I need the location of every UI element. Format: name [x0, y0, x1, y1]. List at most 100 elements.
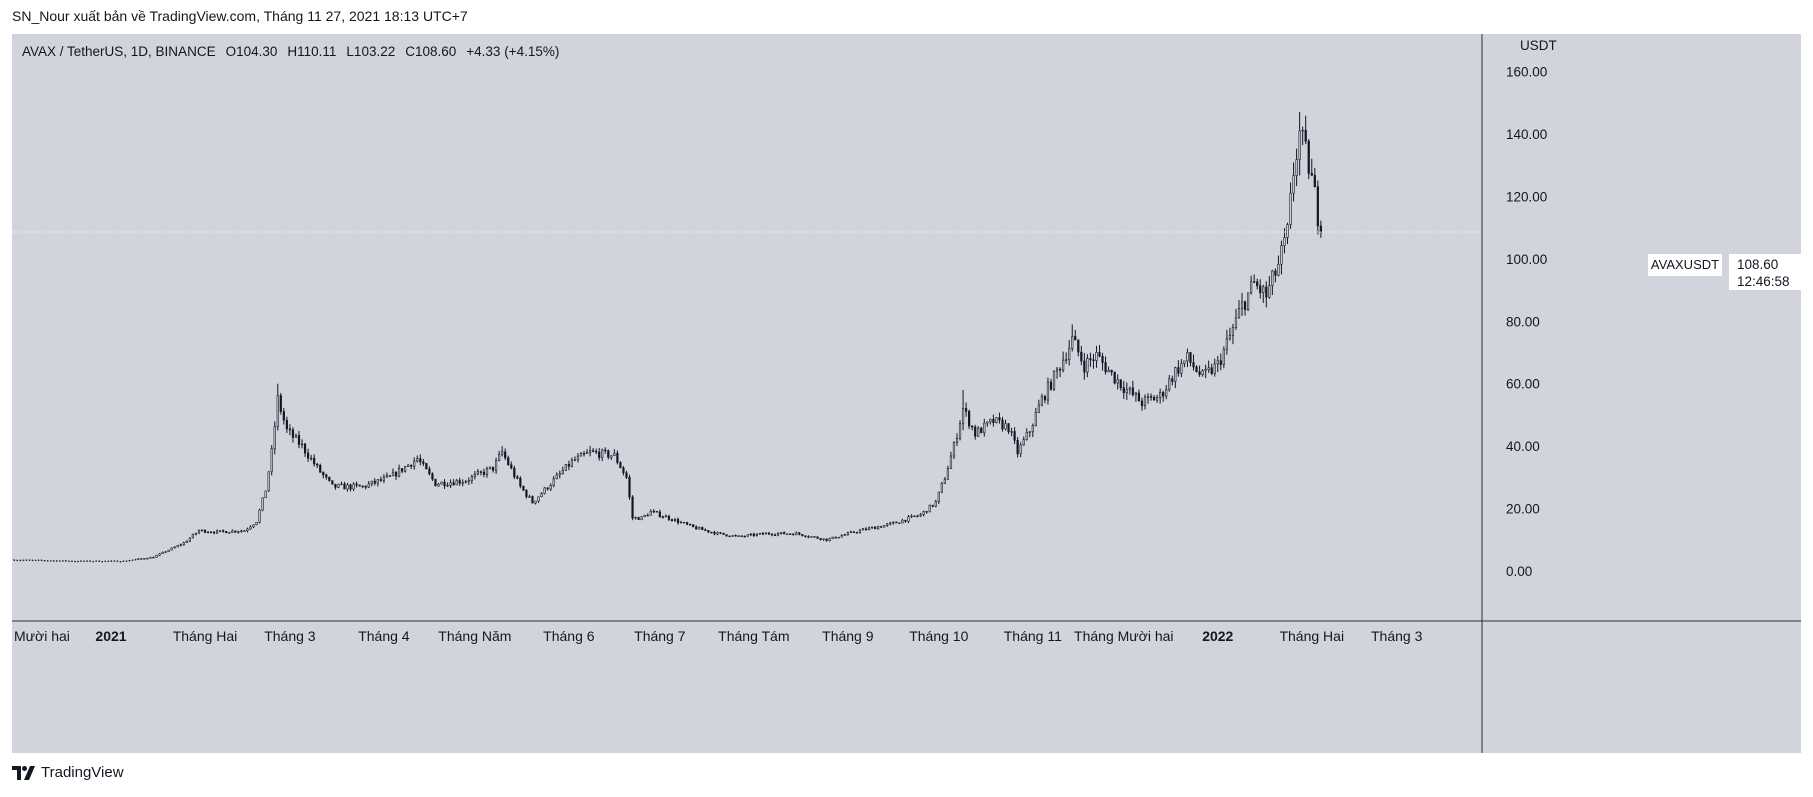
candle-body — [1204, 369, 1207, 372]
candle-body — [1268, 285, 1271, 298]
candle-body — [922, 511, 925, 515]
symbol-label[interactable]: AVAX / TetherUS, 1D, BINANCE — [22, 44, 216, 59]
candle-body — [482, 471, 486, 475]
candle-body — [1037, 404, 1040, 413]
last-price-tag: 108.60 12:46:58 — [1729, 254, 1801, 290]
candle-body — [282, 411, 285, 421]
candle-body — [989, 418, 992, 423]
price-tick-label: 80.00 — [1506, 314, 1540, 329]
candle-body — [1319, 225, 1322, 233]
candle-body — [1225, 338, 1228, 350]
candle-body — [1104, 362, 1107, 373]
footer-brand[interactable]: TradingView — [12, 764, 124, 781]
candle-body — [692, 524, 695, 528]
candle-body — [983, 422, 986, 434]
candle-body — [986, 421, 989, 424]
candle-body — [1062, 359, 1065, 371]
candle-body — [464, 481, 467, 483]
candle-body — [943, 479, 946, 484]
candle-body — [949, 455, 953, 469]
candle-body — [725, 534, 728, 537]
candle-body — [1131, 387, 1134, 396]
candle-body — [1140, 400, 1144, 406]
candle-body — [322, 471, 325, 476]
tradingview-logo-icon — [12, 765, 35, 780]
candle-body — [50, 560, 52, 562]
candle-body — [288, 428, 292, 431]
candle-body — [200, 529, 204, 532]
candle-body — [958, 423, 962, 439]
candle-body — [206, 531, 210, 534]
candle-body — [1304, 129, 1307, 142]
candle-body — [567, 464, 570, 467]
candle-body — [358, 484, 361, 487]
candle-body — [886, 523, 889, 526]
candle-body — [25, 559, 28, 561]
candle-body — [1301, 129, 1304, 132]
candle-body — [1095, 352, 1098, 361]
candle-body — [388, 475, 392, 477]
candle-body — [864, 528, 868, 530]
candle-body — [473, 473, 476, 477]
candle-body — [758, 532, 762, 535]
candle-body — [613, 452, 616, 456]
candle-body — [1110, 369, 1113, 373]
candle-body — [837, 536, 840, 539]
candle-body — [212, 531, 216, 534]
candle-body — [607, 450, 610, 458]
time-tick-label: Tháng 6 — [543, 628, 595, 644]
candle-body — [310, 457, 313, 460]
candle-body — [1077, 339, 1080, 353]
candle-body — [604, 449, 607, 452]
candle-body — [95, 560, 97, 562]
candle-body — [98, 560, 100, 562]
candle-body — [340, 483, 343, 486]
candle-body — [1240, 301, 1244, 309]
candle-body — [601, 449, 604, 458]
candle-body — [913, 515, 916, 518]
candle-body — [68, 560, 70, 563]
chart-area[interactable]: USDT 160.00 140.00 120.00 100.00 80.00 60.00 4… — [12, 34, 1801, 753]
candle-body — [22, 559, 25, 562]
candle-body — [1253, 281, 1256, 283]
candle-body — [1234, 317, 1238, 328]
candle-body — [125, 560, 128, 562]
candle-body — [140, 558, 143, 560]
candle-body — [397, 468, 401, 477]
candle-body — [646, 514, 649, 517]
ohlc-legend[interactable]: AVAX / TetherUS, 1D, BINANCE O104.30 H110.… — [22, 44, 559, 59]
candle-body — [637, 517, 640, 520]
candle-body — [573, 459, 577, 462]
candle-body — [197, 530, 201, 534]
candle-body — [349, 484, 352, 490]
candles-layer — [13, 112, 1322, 563]
candle-body — [1101, 355, 1104, 363]
candle-body — [928, 504, 931, 513]
candle-body — [631, 496, 634, 519]
candle-body — [992, 418, 995, 423]
candle-body — [328, 476, 331, 481]
price-chart[interactable]: USDT 160.00 140.00 120.00 100.00 80.00 60.00 4… — [12, 34, 1801, 753]
candle-body — [934, 501, 937, 507]
candle-body — [246, 528, 249, 532]
candle-body — [1098, 352, 1101, 357]
candle-body — [1016, 440, 1019, 455]
candle-body — [1277, 263, 1280, 276]
candle-body — [255, 521, 258, 526]
candle-body — [219, 530, 222, 532]
candle-body — [194, 532, 198, 535]
candle-body — [855, 532, 859, 534]
candle-body — [1265, 286, 1268, 298]
candle-body — [549, 485, 552, 490]
candle-body — [592, 450, 595, 452]
candle-body — [1058, 368, 1062, 371]
candle-body — [1043, 396, 1047, 401]
candle-body — [901, 519, 904, 524]
candle-body — [1283, 237, 1286, 247]
candle-body — [519, 477, 522, 487]
candle-body — [716, 532, 719, 535]
candle-body — [185, 540, 188, 543]
candle-body — [831, 536, 834, 539]
candle-body — [104, 560, 107, 563]
candle-body — [940, 483, 943, 493]
